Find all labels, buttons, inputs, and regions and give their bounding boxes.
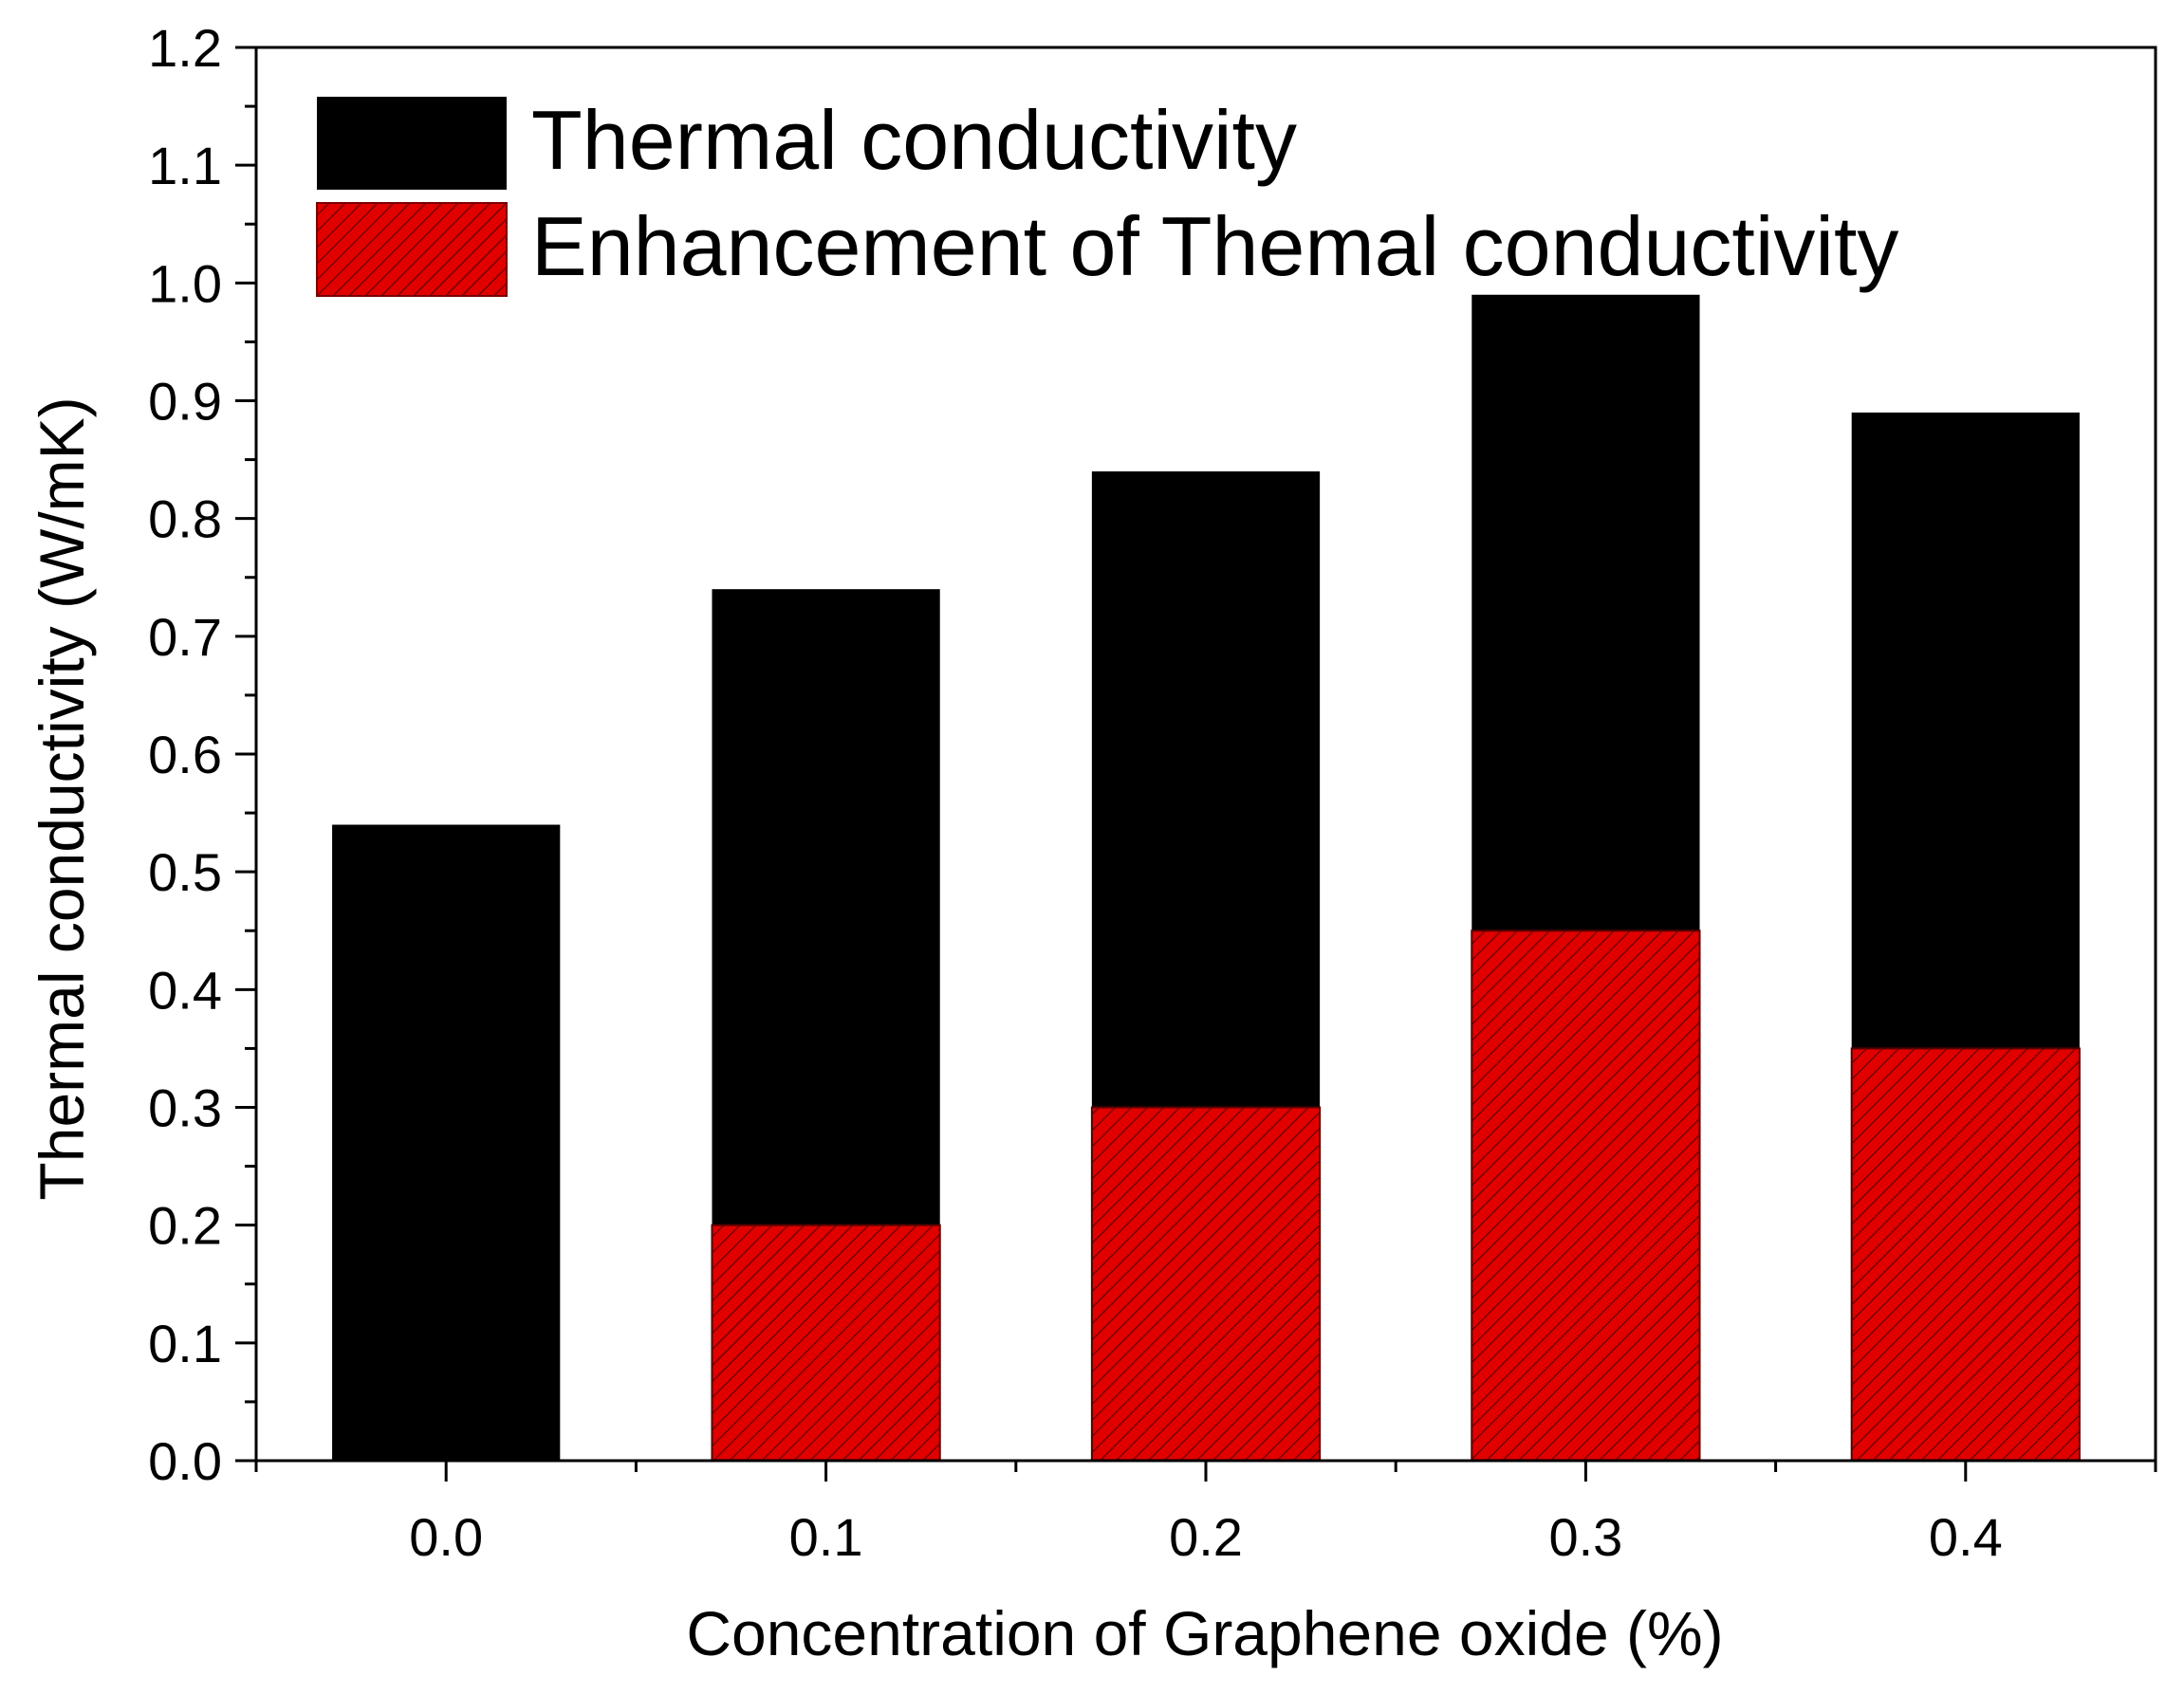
y-tick-label: 0.6 xyxy=(148,725,222,784)
y-tick-label: 0.7 xyxy=(148,607,222,667)
x-axis-title: Concentration of Graphene oxide (%) xyxy=(686,1598,1723,1668)
bar-enhancement-0.4 xyxy=(1850,1047,2081,1462)
y-tick-label: 0.5 xyxy=(148,842,222,902)
legend-swatch-thermal-conductivity xyxy=(317,97,507,190)
x-tick-label: 0.2 xyxy=(1169,1507,1243,1567)
y-tick-label: 0.2 xyxy=(148,1196,222,1256)
bar-enhancement-0.2 xyxy=(1090,1106,1322,1462)
y-tick-label: 0.3 xyxy=(148,1078,222,1138)
legend-label-thermal-conductivity: Thermal conductivity xyxy=(531,93,1297,187)
y-tick-label: 0.0 xyxy=(148,1431,222,1491)
y-tick-label: 0.9 xyxy=(148,372,222,432)
y-tick-label: 0.1 xyxy=(148,1314,222,1373)
y-tick-label: 0.4 xyxy=(148,960,222,1020)
x-tick-label: 0.3 xyxy=(1548,1507,1622,1567)
y-tick-label: 1.0 xyxy=(148,253,222,313)
x-tick-label: 0.4 xyxy=(1929,1507,2003,1567)
y-tick-label: 1.1 xyxy=(148,136,222,195)
bar-enhancement-0.3 xyxy=(1471,930,1701,1462)
y-axis-title: Thermal conductivity (W/mK) xyxy=(27,396,97,1200)
legend-swatch-enhancement xyxy=(316,202,508,297)
legend-label-enhancement: Enhancement of Themal conductivity xyxy=(531,199,1898,293)
bar-thermal-conductivity-0.0 xyxy=(332,824,561,1461)
legend: Thermal conductivity Enhancement of Them… xyxy=(316,93,1898,297)
y-tick-label: 0.8 xyxy=(148,489,222,549)
y-tick-label: 1.2 xyxy=(148,18,222,78)
bar-enhancement-0.1 xyxy=(711,1224,941,1462)
x-tick-label: 0.0 xyxy=(409,1507,483,1567)
x-tick-label: 0.1 xyxy=(789,1507,863,1567)
